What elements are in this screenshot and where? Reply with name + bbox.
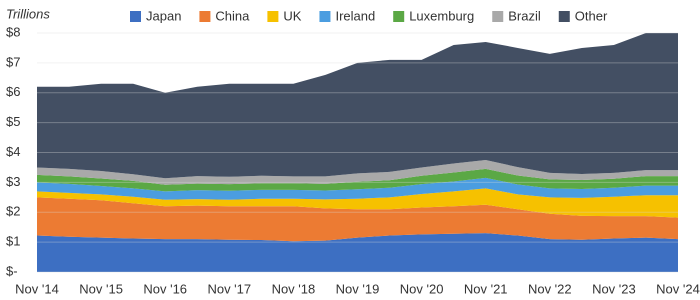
- x-tick-label: Nov '20: [400, 281, 444, 296]
- x-tick-label: Nov '15: [79, 281, 123, 296]
- area: [37, 188, 678, 218]
- y-tick-label: $8: [6, 24, 20, 39]
- legend-label: Other: [575, 8, 608, 23]
- x-tick-label: Nov '21: [464, 281, 508, 296]
- legend-label: Japan: [146, 8, 181, 23]
- legend-swatch: [558, 11, 570, 22]
- area: [37, 168, 678, 192]
- x-tick-label: Nov '24: [656, 281, 700, 296]
- x-tick-label: Nov '22: [528, 281, 572, 296]
- y-tick-label: $3: [6, 174, 20, 189]
- y-tick-label: $4: [6, 144, 20, 159]
- legend-label: UK: [283, 8, 301, 23]
- y-tick-label: $7: [6, 54, 20, 69]
- x-tick-label: Nov '23: [592, 281, 636, 296]
- legend-label: Luxemburg: [409, 8, 474, 23]
- y-tick-label: $5: [6, 114, 20, 129]
- legend-swatch: [199, 11, 211, 22]
- x-tick-label: Nov '18: [272, 281, 316, 296]
- x-tick-label: Nov '17: [207, 281, 251, 296]
- area: [37, 177, 678, 200]
- legend-swatch: [130, 11, 141, 22]
- y-axis-label: Trillions: [6, 6, 50, 21]
- legend-swatch: [393, 11, 405, 22]
- x-tick-label: Nov '19: [336, 281, 380, 296]
- y-tick-label: $-: [6, 263, 18, 278]
- legend-swatch: [492, 11, 504, 22]
- y-tick-label: $2: [6, 204, 20, 219]
- legend-label: Brazil: [508, 8, 541, 23]
- legend-swatch: [319, 11, 331, 22]
- legend-swatch: [267, 11, 279, 22]
- x-tick-label: Nov '14: [15, 281, 59, 296]
- legend-label: China: [215, 8, 250, 23]
- x-tick-label: Nov '16: [143, 281, 187, 296]
- legend-label: Ireland: [335, 8, 375, 23]
- area: [37, 159, 678, 185]
- y-tick-label: $6: [6, 84, 20, 99]
- area: [37, 33, 678, 179]
- y-tick-label: $1: [6, 234, 20, 249]
- area: [37, 233, 678, 272]
- area: [37, 197, 678, 242]
